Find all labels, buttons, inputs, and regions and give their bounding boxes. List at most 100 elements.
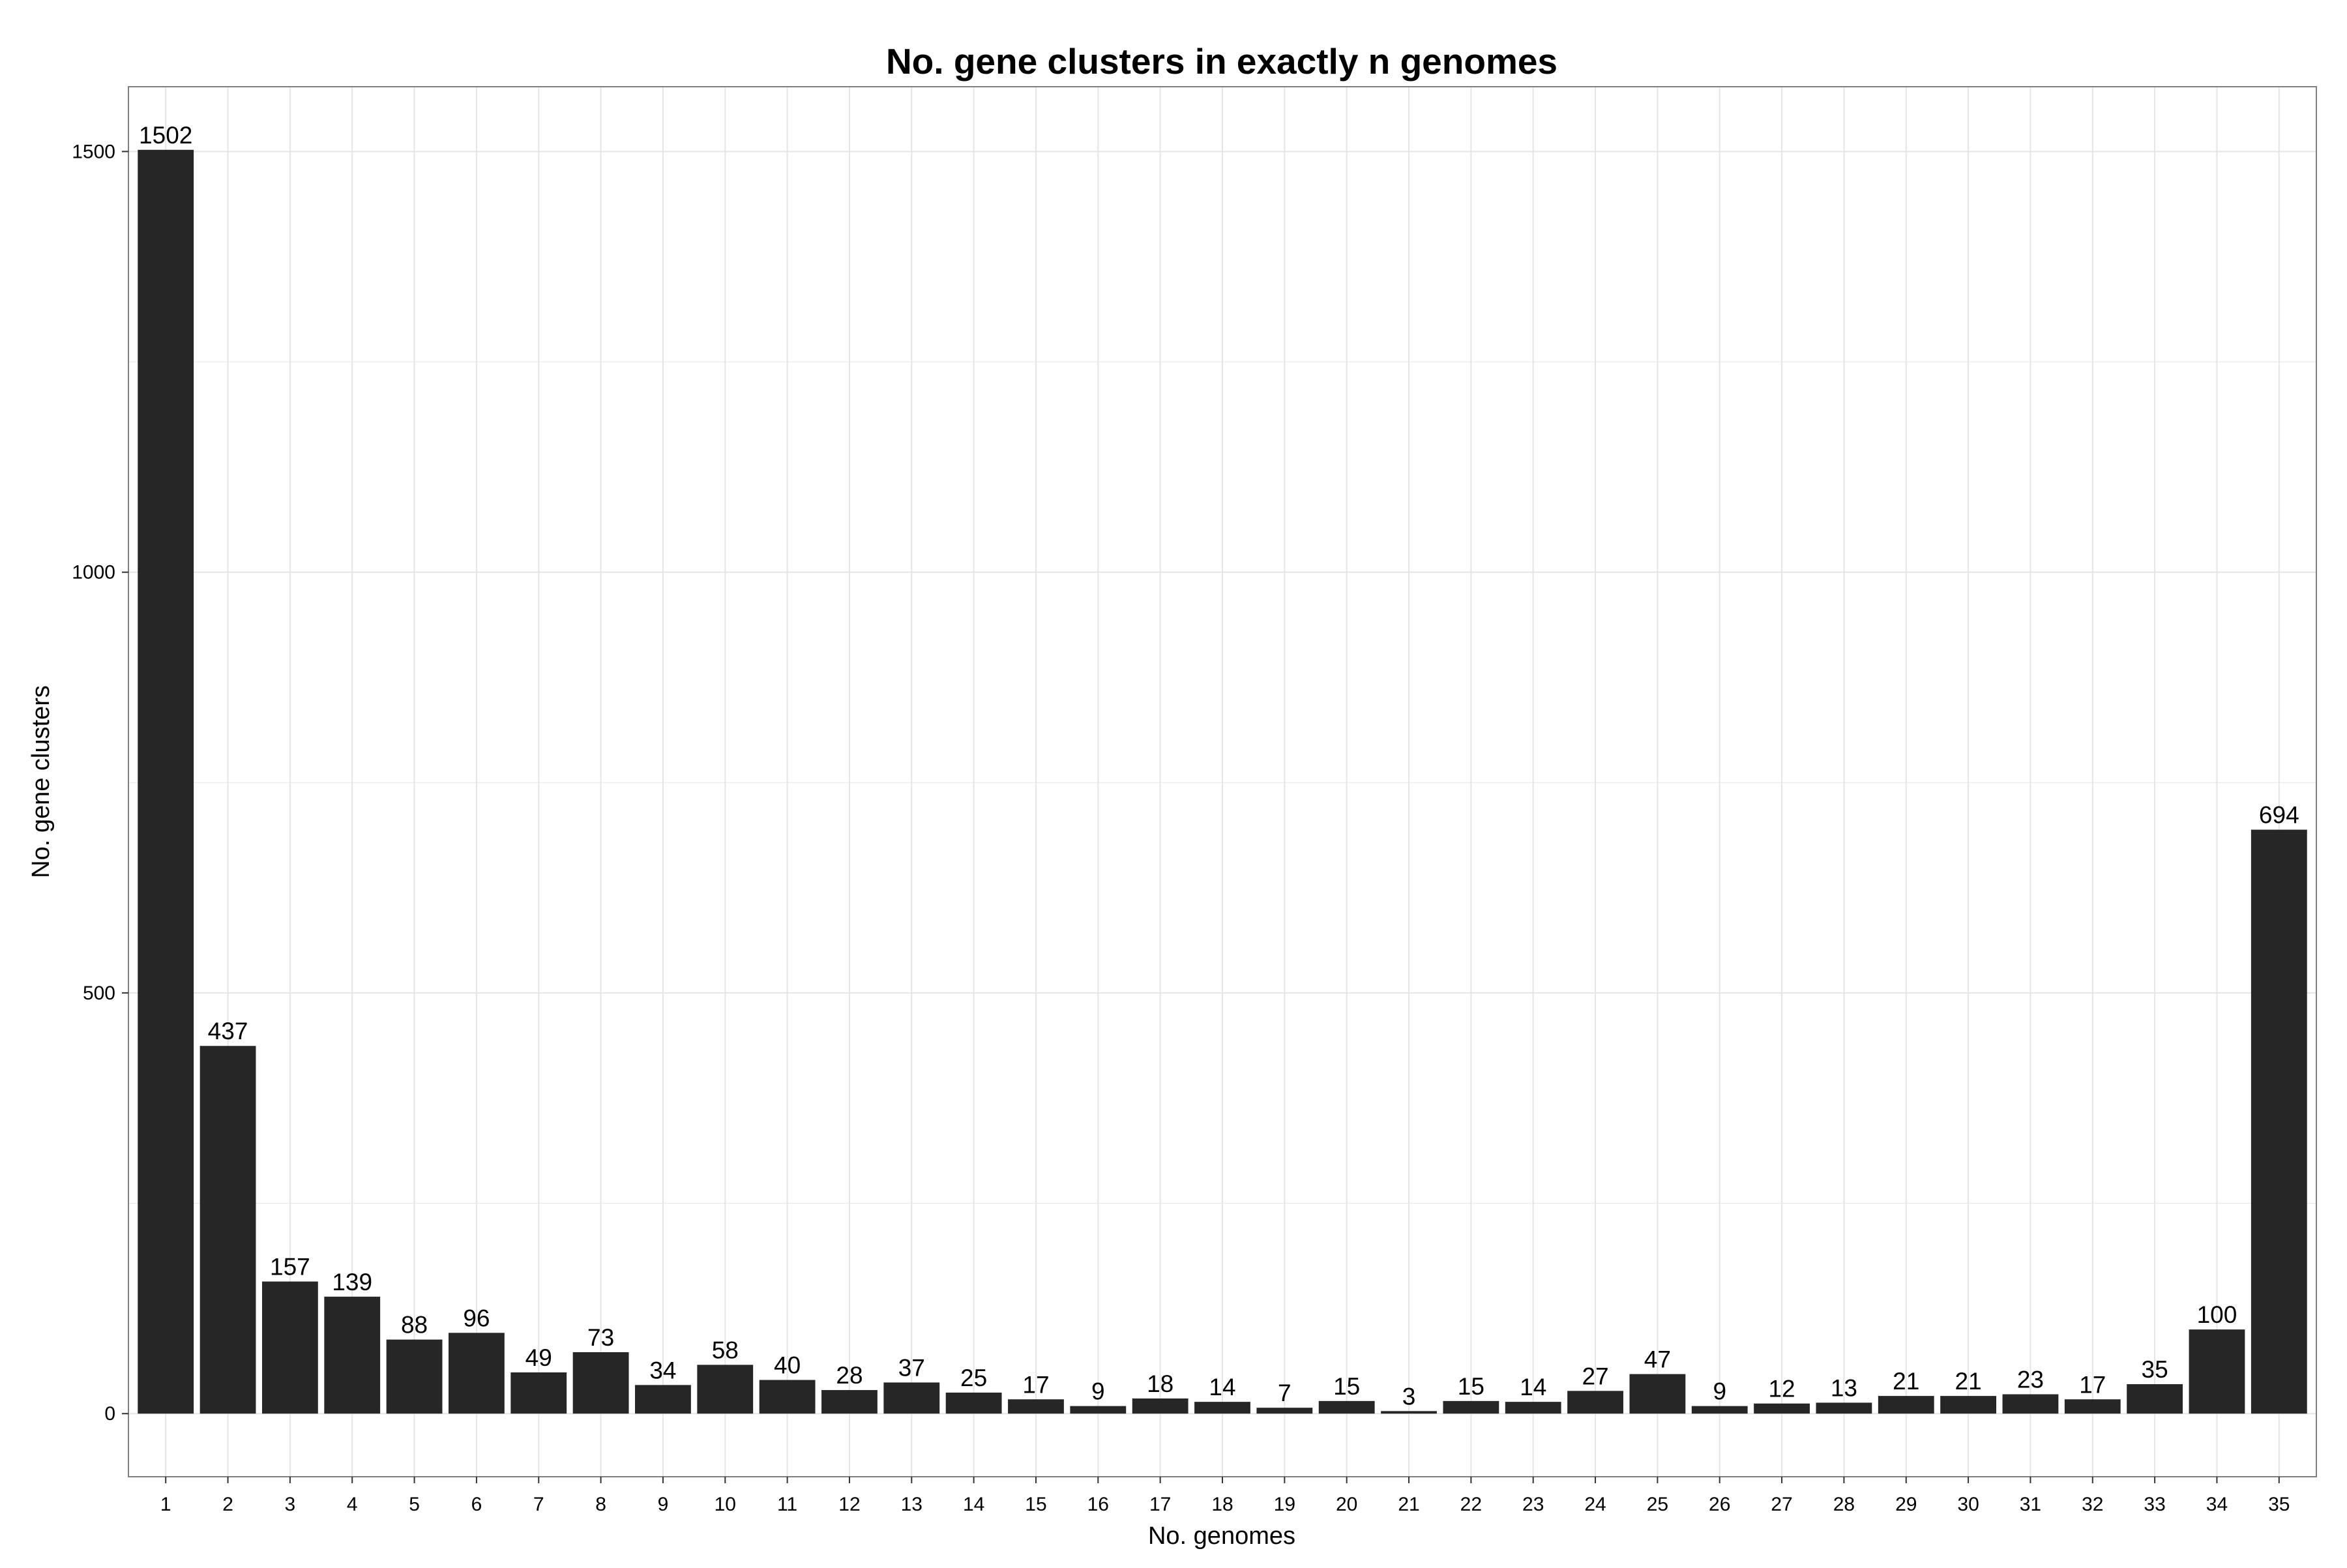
bar-10: [697, 1365, 754, 1414]
x-axis: 1 2 3 4 5 6 7 8 9 10 11 12 13 14 15 16 17 18 19 20 21 22 23 24 2…: [160, 1477, 2290, 1515]
bar-3: [261, 1281, 318, 1414]
bar-value-label: 13: [1831, 1374, 1857, 1401]
bar-22: [1443, 1400, 1499, 1414]
x-tick-label: 10: [715, 1494, 736, 1515]
bar-value-label: 9: [1091, 1378, 1105, 1405]
bar-33: [2127, 1384, 2183, 1414]
bar-8: [572, 1352, 629, 1414]
bar-6: [449, 1333, 505, 1414]
x-tick-label: 13: [901, 1494, 923, 1515]
bar-5: [386, 1339, 443, 1414]
bar-29: [1878, 1396, 1934, 1414]
bar-13: [883, 1382, 940, 1414]
x-tick-label: 17: [1149, 1494, 1171, 1515]
bar-value-label: 34: [649, 1357, 676, 1383]
bar-value-label: 18: [1147, 1370, 1174, 1397]
x-tick-label: 14: [963, 1494, 984, 1515]
bar-35: [2251, 829, 2307, 1414]
x-tick-label: 16: [1087, 1494, 1109, 1515]
bar-value-label: 25: [960, 1365, 987, 1391]
bar-value-label: 49: [525, 1344, 552, 1371]
x-tick-label: 22: [1460, 1494, 1482, 1515]
x-tick-label: 21: [1398, 1494, 1419, 1515]
x-tick-label: 9: [658, 1494, 669, 1515]
bar-28: [1816, 1402, 1872, 1414]
bar-30: [1940, 1396, 1996, 1414]
bar-value-label: 12: [1768, 1376, 1795, 1402]
bar-value-label: 14: [1209, 1374, 1235, 1400]
bar-31: [2002, 1394, 2059, 1414]
bar-24: [1567, 1391, 1623, 1414]
bar-18: [1194, 1402, 1250, 1414]
bar-value-label: 47: [1644, 1346, 1671, 1373]
x-tick-label: 29: [1895, 1494, 1917, 1515]
y-tick-label: 500: [83, 983, 115, 1004]
x-tick-label: 25: [1647, 1494, 1668, 1515]
x-tick-label: 11: [777, 1494, 797, 1515]
bar-20: [1318, 1400, 1375, 1414]
bar-value-label: 15: [1458, 1373, 1484, 1400]
bar-15: [1008, 1399, 1064, 1414]
bar-value-label: 7: [1278, 1380, 1292, 1406]
bar-value-label: 35: [2142, 1356, 2168, 1383]
bar-value-label: 17: [1022, 1371, 1049, 1398]
x-tick-label: 3: [285, 1494, 296, 1515]
bar-value-label: 139: [332, 1269, 372, 1295]
x-tick-label: 27: [1771, 1494, 1792, 1515]
bar-value-label: 14: [1520, 1374, 1546, 1400]
bar-26: [1691, 1406, 1748, 1414]
x-tick-label: 6: [471, 1494, 482, 1515]
x-tick-label: 19: [1274, 1494, 1295, 1515]
x-tick-label: 33: [2144, 1494, 2165, 1515]
bar-value-label: 21: [1893, 1368, 1919, 1395]
bar-value-label: 58: [712, 1337, 739, 1363]
bar-value-label: 100: [2197, 1301, 2237, 1328]
x-tick-label: 5: [409, 1494, 420, 1515]
x-tick-label: 4: [347, 1494, 358, 1515]
bar-19: [1256, 1408, 1313, 1414]
x-tick-label: 20: [1336, 1494, 1357, 1515]
bar-16: [1070, 1406, 1127, 1414]
bar-value-label: 17: [2079, 1371, 2106, 1398]
bar-1: [138, 149, 194, 1414]
bar-25: [1629, 1374, 1686, 1414]
bar-value-label: 437: [208, 1018, 248, 1044]
y-tick-label: 0: [104, 1403, 115, 1425]
x-tick-label: 32: [2082, 1494, 2103, 1515]
bar-17: [1132, 1398, 1188, 1414]
bar-34: [2189, 1329, 2245, 1414]
bar-value-label: 9: [1713, 1378, 1726, 1405]
x-tick-label: 35: [2268, 1494, 2290, 1515]
x-tick-label: 18: [1211, 1494, 1233, 1515]
x-tick-label: 30: [1957, 1494, 1979, 1515]
bar-9: [635, 1385, 691, 1414]
bar-value-label: 21: [1955, 1368, 1982, 1395]
x-tick-label: 23: [1522, 1494, 1544, 1515]
bar-value-label: 96: [463, 1305, 490, 1331]
x-tick-label: 8: [595, 1494, 606, 1515]
bar-value-label: 23: [2017, 1367, 2044, 1393]
grid-lines: [128, 87, 2316, 1477]
y-axis: 0 500 1000 1500: [72, 141, 128, 1425]
x-tick-label: 12: [838, 1494, 860, 1515]
x-tick-label: 15: [1025, 1494, 1046, 1515]
x-tick-label: 26: [1709, 1494, 1730, 1515]
bar-value-label: 37: [898, 1354, 925, 1381]
chart-title: No. gene clusters in exactly n genomes: [886, 41, 1557, 81]
bar-23: [1505, 1402, 1561, 1414]
x-axis-title: No. genomes: [1148, 1522, 1295, 1550]
bars: [138, 149, 2307, 1414]
x-tick-label: 1: [160, 1494, 171, 1515]
x-tick-label: 7: [533, 1494, 544, 1515]
y-tick-label: 1500: [72, 141, 115, 162]
bar-21: [1381, 1411, 1437, 1414]
x-tick-label: 2: [222, 1494, 233, 1515]
x-tick-label: 24: [1584, 1494, 1606, 1515]
bar-value-label: 28: [836, 1362, 863, 1389]
bar-7: [510, 1372, 567, 1414]
bar-value-label: 1502: [139, 122, 192, 149]
bar-value-label: 15: [1333, 1373, 1360, 1400]
